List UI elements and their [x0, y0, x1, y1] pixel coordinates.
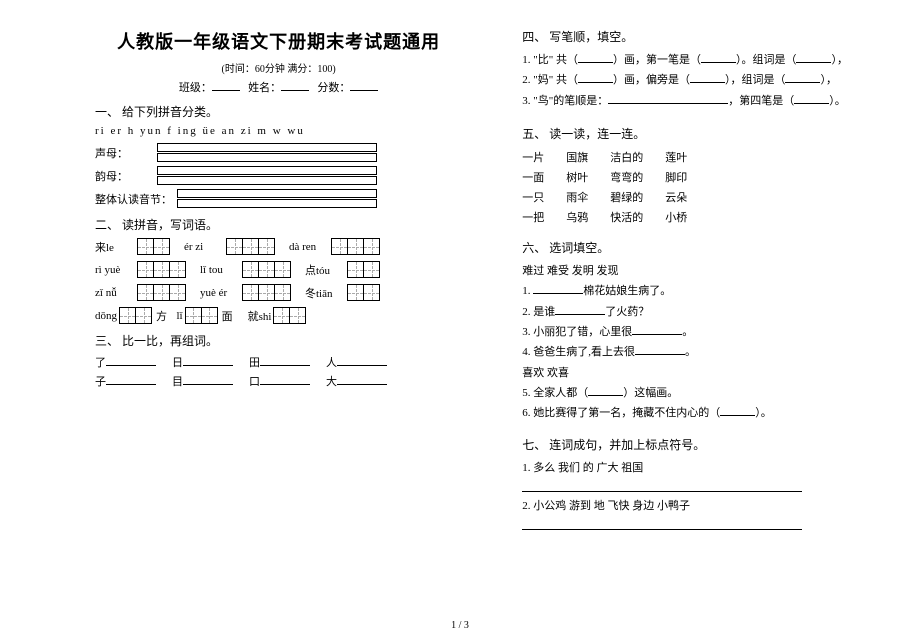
blank [350, 80, 378, 91]
answer-bar [157, 176, 377, 185]
pinyin-label: ér zi [184, 241, 224, 253]
match-table: 一片国旗洁白的莲叶 一面树叶弯弯的脚印 一只雨伞碧绿的云朵 一把乌鸦快活的小桥 [522, 147, 709, 227]
blank [106, 355, 156, 366]
char: 田 [249, 354, 260, 370]
blank [260, 374, 310, 385]
tian-grid [347, 284, 380, 301]
pinyin-label: lǐ tou [200, 264, 240, 276]
blank [337, 355, 387, 366]
q6-5: 5. 全家人都（）这幅画。 [522, 383, 872, 403]
blank [212, 80, 240, 91]
label-zhengti: 整体认读音节： [95, 191, 177, 207]
doc-subtitle: (时间：60分钟 满分：100) [95, 60, 462, 75]
q7-2: 2. 小公鸡 游到 地 飞快 身边 小鸭子 [522, 496, 872, 516]
pinyin-label: dà ren [289, 241, 329, 253]
answer-bar [157, 153, 377, 162]
meta-score-label: 分数： [317, 82, 350, 94]
q7-1: 1. 多么 我们 的 广大 祖国 [522, 458, 872, 478]
pinyin-label: 冬tiān [305, 285, 345, 301]
section-7-heading: 七、 连词成句，并加上标点符号。 [522, 436, 872, 453]
char: 目 [172, 373, 183, 389]
section-1-heading: 一、 给下列拼音分类。 [95, 103, 462, 120]
blank [183, 374, 233, 385]
char: 方 [156, 308, 167, 324]
tian-grid [331, 238, 380, 255]
pinyin-label: 来le [95, 239, 135, 255]
answer-line [522, 480, 802, 492]
answer-bar [177, 199, 377, 208]
tian-grid [119, 307, 152, 324]
char: 子 [95, 373, 106, 389]
blank [260, 355, 310, 366]
answer-bar [157, 143, 377, 152]
tian-grid [137, 284, 186, 301]
char: 口 [249, 373, 260, 389]
q4-2: 2. "妈" 共（）画，偏旁是（），组词是（）， [522, 70, 872, 90]
pinyin-list: ri er h yun f ing üe an zi m w wu [95, 125, 462, 137]
pinyin-label: lǐ [177, 310, 183, 322]
char: 了 [95, 354, 106, 370]
label-yunmu: 韵母： [95, 168, 157, 184]
q4-3: 3. "鸟"的笔顺是：，第四笔是（）。 [522, 91, 872, 111]
meta-class-label: 班级： [179, 82, 212, 94]
blank [183, 355, 233, 366]
blank [337, 374, 387, 385]
word-group-1: 难过 难受 发明 发现 [522, 261, 872, 281]
page-number: 1 / 3 [0, 620, 920, 631]
section-6-heading: 六、 选词填空。 [522, 239, 872, 256]
q6-1: 1. 棉花姑娘生病了。 [522, 281, 872, 301]
pinyin-label: zǐ nǚ [95, 287, 135, 299]
pinyin-label: dōng [95, 310, 117, 322]
char: 日 [172, 354, 183, 370]
word-group-2: 喜欢 欢喜 [522, 363, 872, 383]
q6-2: 2. 是谁了火药？ [522, 302, 872, 322]
section-4-heading: 四、 写笔顺，填空。 [522, 28, 872, 45]
char: 面 [222, 308, 233, 324]
tian-grid [242, 261, 291, 278]
tian-grid [137, 261, 186, 278]
doc-title: 人教版一年级语文下册期末考试题通用 [95, 28, 462, 54]
pinyin-label: 点tóu [305, 262, 345, 278]
label-shengmu: 声母： [95, 145, 157, 161]
blank [281, 80, 309, 91]
meta-line: 班级： 姓名： 分数： [95, 79, 462, 95]
tian-grid [185, 307, 218, 324]
tian-grid [273, 307, 306, 324]
section-5-heading: 五、 读一读，连一连。 [522, 125, 872, 142]
q6-4: 4. 爸爸生病了,看上去很。 [522, 342, 872, 362]
answer-bar [157, 166, 377, 175]
compare-row: 了 日 田 人 [95, 354, 462, 370]
meta-name-label: 姓名： [248, 82, 281, 94]
tian-grid [226, 238, 275, 255]
blank [106, 374, 156, 385]
q6-6: 6. 她比赛得了第一名，掩藏不住内心的（）。 [522, 403, 872, 423]
pinyin-label: yuè ér [200, 287, 240, 299]
tian-grid [347, 261, 380, 278]
char: 大 [326, 373, 337, 389]
pinyin-label: rì yuè [95, 264, 135, 276]
q4-1: 1. "比" 共（）画，第一笔是（）。组词是（）， [522, 50, 872, 70]
section-2-heading: 二、 读拼音，写词语。 [95, 216, 462, 233]
compare-row: 子 目 口 大 [95, 373, 462, 389]
pinyin-label: 就shi [248, 308, 272, 324]
section-3-heading: 三、 比一比，再组词。 [95, 332, 462, 349]
char: 人 [326, 354, 337, 370]
answer-bar [177, 189, 377, 198]
tian-grid [137, 238, 170, 255]
q6-3: 3. 小丽犯了错，心里很。 [522, 322, 872, 342]
answer-line [522, 518, 802, 530]
tian-grid [242, 284, 291, 301]
